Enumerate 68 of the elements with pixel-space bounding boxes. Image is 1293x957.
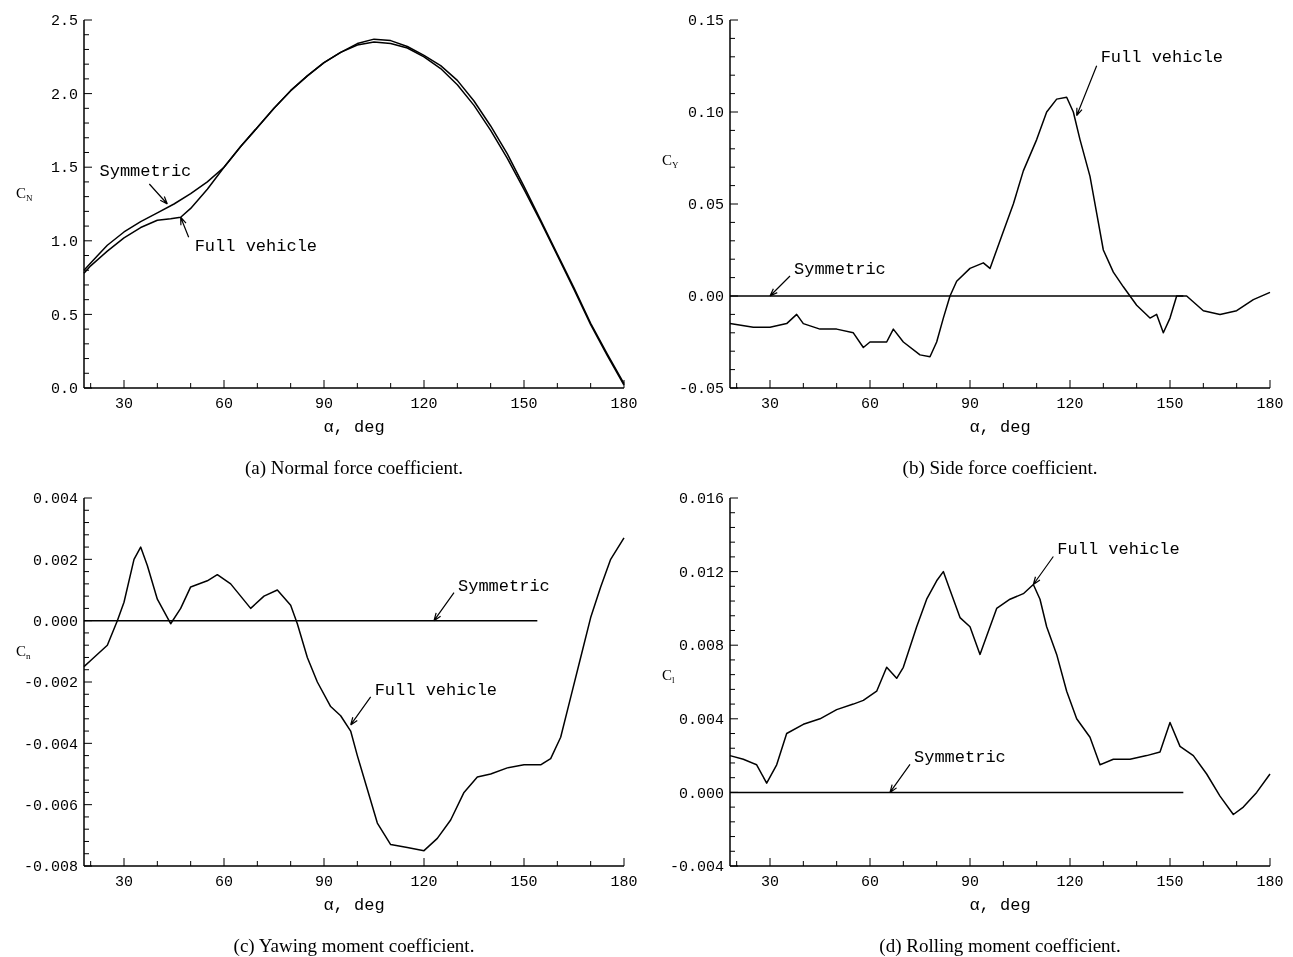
text: (c) Yawing moment coefficient. (233, 935, 475, 957)
x-tick-label: 180 (610, 874, 638, 891)
x-tick-label: 90 (314, 874, 334, 891)
y-tick-label: 0.012 (678, 564, 724, 582)
y-axis-title: C$_{n}$ (16, 642, 32, 661)
x-tick-label: 60 (860, 874, 880, 891)
x-tick-label: 150 (1156, 396, 1184, 413)
x-tick-label: 30 (114, 874, 134, 891)
annotation: Full vehicle (1057, 540, 1180, 560)
y-tick-label: -0.008 (23, 859, 78, 877)
annotation: Symmetric (794, 260, 886, 279)
y-tick-label: -0.05 (678, 381, 724, 399)
annotation: Symmetric (99, 162, 192, 181)
x-tick-label: 60 (214, 874, 234, 891)
y-tick-label: 1.5 (50, 160, 78, 178)
y-tick-label: 0.15 (687, 13, 724, 31)
x-tick-label: 30 (760, 874, 780, 891)
x-tick-label: 60 (860, 396, 880, 413)
x-axis-title: α, deg (969, 896, 1031, 915)
y-tick-label: 0.05 (687, 197, 724, 215)
x-tick-label: 120 (1056, 874, 1084, 891)
x-axis-title: α, deg (323, 418, 385, 437)
y-tick-label: 2.0 (50, 86, 78, 104)
x-tick-label: 120 (410, 396, 438, 413)
text: (a) Normal force coefficient. (244, 457, 464, 479)
x-tick-label: 120 (410, 874, 438, 891)
x-tick-label: 180 (610, 396, 638, 413)
y-tick-label: 0.002 (32, 552, 78, 570)
x-tick-label: 150 (510, 874, 538, 891)
x-tick-label: 90 (314, 396, 334, 413)
y-tick-label: 0.0 (50, 381, 78, 399)
y-tick-label: 0.004 (678, 712, 724, 730)
annotation: Symmetric (914, 748, 1006, 768)
y-tick-label: -0.004 (23, 736, 78, 754)
y-tick-label: -0.004 (669, 859, 724, 877)
x-tick-label: 60 (214, 396, 234, 413)
y-axis-title: C$_{Y}$ (662, 151, 680, 170)
annotation: Symmetric (458, 576, 550, 596)
x-tick-label: 150 (1156, 874, 1184, 891)
y-tick-label: 0.00 (687, 289, 724, 307)
x-tick-label: 30 (114, 396, 134, 413)
y-tick-label: 2.5 (50, 13, 78, 31)
y-axis-title: C$_{N}$ (16, 184, 34, 203)
text: (d) Rolling moment coefficient. (879, 935, 1121, 957)
y-tick-label: 0.5 (50, 307, 78, 325)
x-tick-label: 180 (1256, 396, 1284, 413)
y-tick-label: 0.004 (32, 491, 78, 509)
text: (b) Side force coefficient. (902, 457, 1098, 479)
y-tick-label: 0.000 (678, 785, 724, 803)
y-tick-label: -0.006 (23, 797, 78, 815)
y-axis-title: C$_{l}$ (662, 666, 676, 685)
y-tick-label: 0.008 (678, 638, 724, 656)
x-axis-title: α, deg (323, 896, 385, 915)
annotation: Full vehicle (1100, 47, 1224, 67)
y-tick-label: 0.016 (678, 491, 724, 509)
y-tick-label: 0.000 (32, 613, 78, 631)
annotation: Full vehicle (194, 237, 318, 257)
x-tick-label: 30 (760, 396, 780, 413)
y-tick-label: -0.002 (23, 675, 78, 693)
x-tick-label: 120 (1056, 396, 1084, 413)
annotation: Full vehicle (374, 680, 498, 700)
y-tick-label: 1.0 (50, 234, 78, 252)
x-tick-label: 180 (1256, 874, 1284, 891)
x-tick-label: 150 (510, 396, 538, 413)
x-axis-title: α, deg (969, 418, 1031, 437)
x-tick-label: 90 (960, 874, 980, 891)
x-tick-label: 90 (960, 396, 980, 413)
y-tick-label: 0.10 (687, 105, 724, 123)
